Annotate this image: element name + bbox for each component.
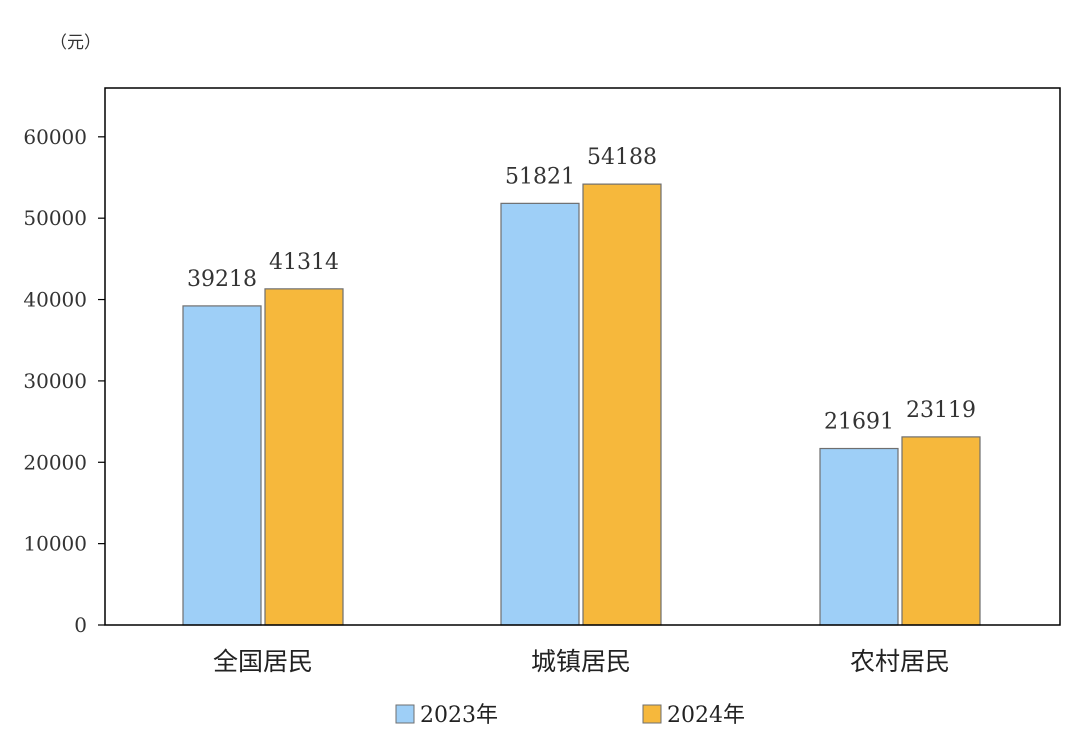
legend-label: 2023年 — [420, 703, 498, 728]
legend: 2023年 2024年 — [395, 703, 745, 728]
y-tick-label: 40000 — [23, 288, 87, 312]
y-tick-label: 50000 — [23, 206, 87, 230]
y-axis: 0 10000 20000 30000 40000 50000 60000 — [23, 125, 105, 637]
data-label: 54188 — [587, 145, 657, 170]
bar — [582, 183, 662, 626]
data-label: 21691 — [824, 410, 894, 435]
legend-label: 2024年 — [667, 703, 745, 728]
bar — [264, 288, 344, 626]
data-label: 51821 — [505, 164, 575, 189]
y-unit-label: （元） — [50, 33, 101, 53]
legend-swatch — [642, 704, 662, 724]
y-tick-label: 60000 — [23, 125, 87, 149]
bar — [901, 436, 981, 626]
category-label: 全国居民 — [213, 647, 313, 676]
category-label: 农村居民 — [850, 647, 950, 676]
category-label: 城镇居民 — [531, 647, 631, 676]
category-labels: 全国居民 城镇居民 农村居民 — [213, 647, 950, 676]
y-tick-label: 30000 — [23, 369, 87, 393]
y-tick-label: 20000 — [23, 450, 87, 474]
bar — [819, 447, 899, 626]
plot-frame — [104, 87, 1061, 626]
data-labels: 39218 41314 51821 54188 21691 23119 — [187, 145, 976, 434]
data-label: 23119 — [906, 398, 976, 423]
data-label: 39218 — [187, 267, 257, 292]
y-tick-label: 10000 — [23, 532, 87, 556]
bar — [182, 305, 262, 626]
bars — [182, 183, 981, 626]
data-label: 41314 — [269, 250, 339, 275]
y-tick-label: 0 — [74, 613, 87, 637]
bar — [500, 202, 580, 626]
legend-swatch — [395, 704, 415, 724]
